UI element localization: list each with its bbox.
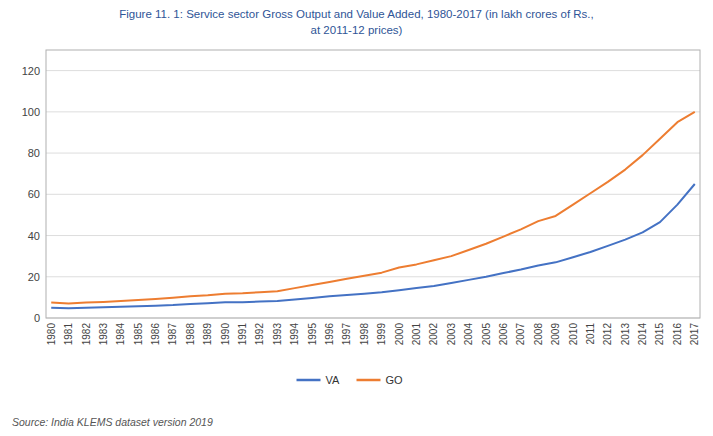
x-tick-label: 1992 (254, 323, 265, 346)
x-tick-label: 1981 (63, 323, 74, 346)
y-tick-label: 100 (22, 106, 40, 118)
x-tick-label: 2000 (394, 323, 405, 346)
x-tick-label: 1988 (185, 323, 196, 346)
x-tick-label: 1985 (133, 323, 144, 346)
series-line (51, 112, 695, 304)
x-tick-label: 2005 (481, 323, 492, 346)
x-tick-label: 2017 (689, 323, 700, 346)
y-axis: 0 20 40 60 80 100 120 (22, 65, 700, 324)
x-tick-label: 1983 (98, 323, 109, 346)
x-tick-label: 1982 (81, 323, 92, 346)
plot-frame (46, 50, 700, 318)
subtitle: at 2011-12 prices) (311, 24, 403, 36)
x-tick-label: 1996 (324, 323, 335, 346)
legend-label: VA (326, 374, 341, 386)
grid-line (46, 276, 700, 277)
title: Figure 11. 1: Service sector Gross Outpu… (119, 8, 594, 20)
x-tick-label: 2015 (654, 323, 665, 346)
legend: VA GO (297, 374, 404, 386)
x-tick-label: 1986 (150, 323, 161, 346)
chart: Figure 11. 1: Service sector Gross Outpu… (0, 0, 713, 436)
series-line (51, 184, 695, 308)
x-tick-label: 1991 (237, 323, 248, 346)
legend-swatch (297, 379, 321, 382)
x-tick-label: 2006 (498, 323, 509, 346)
x-tick-label: 1995 (307, 323, 318, 346)
x-tick-label: 2009 (550, 323, 561, 346)
x-tick-label: 2007 (515, 323, 526, 346)
source-note: Source: India KLEMS dataset version 2019 (12, 416, 213, 428)
x-tick-label: 1989 (202, 323, 213, 346)
x-tick-label: 1999 (376, 323, 387, 346)
x-tick-label: 1990 (220, 323, 231, 346)
x-tick-label: 1994 (289, 323, 300, 346)
x-axis: 1980 1981 1982 1983 1984 1985 1986 1987 1988 1989… (46, 323, 701, 346)
grid-line (46, 70, 700, 71)
grid-line (46, 194, 700, 195)
x-tick-label: 2001 (411, 323, 422, 346)
x-tick-label: 1993 (272, 323, 283, 346)
x-tick-label: 2014 (637, 323, 648, 346)
x-tick-label: 2011 (585, 323, 596, 345)
grid-line (46, 111, 700, 112)
y-tick-label: 20 (28, 271, 40, 283)
x-tick-label: 1997 (341, 323, 352, 346)
y-tick-label: 120 (22, 65, 40, 77)
x-tick-label: 2003 (446, 323, 457, 346)
lines (51, 112, 695, 308)
y-tick-label: 60 (28, 188, 40, 200)
x-tick-label: 2013 (620, 323, 631, 346)
legend-label: GO (386, 374, 404, 386)
x-tick-label: 2016 (672, 323, 683, 346)
x-tick-label: 2010 (568, 323, 579, 346)
y-tick-label: 0 (34, 312, 40, 324)
legend-swatch (357, 379, 381, 382)
grid-line (46, 235, 700, 236)
x-tick-label: 2002 (428, 323, 439, 346)
x-tick-label: 1980 (46, 323, 57, 346)
y-tick-label: 40 (28, 230, 40, 242)
x-tick-label: 1998 (359, 323, 370, 346)
x-tick-label: 2004 (463, 323, 474, 346)
x-tick-label: 1987 (167, 323, 178, 346)
y-tick-label: 80 (28, 147, 40, 159)
grid-line (46, 153, 700, 154)
x-tick-label: 1984 (115, 323, 126, 346)
x-tick-label: 2012 (602, 323, 613, 346)
x-tick-label: 2008 (533, 323, 544, 346)
